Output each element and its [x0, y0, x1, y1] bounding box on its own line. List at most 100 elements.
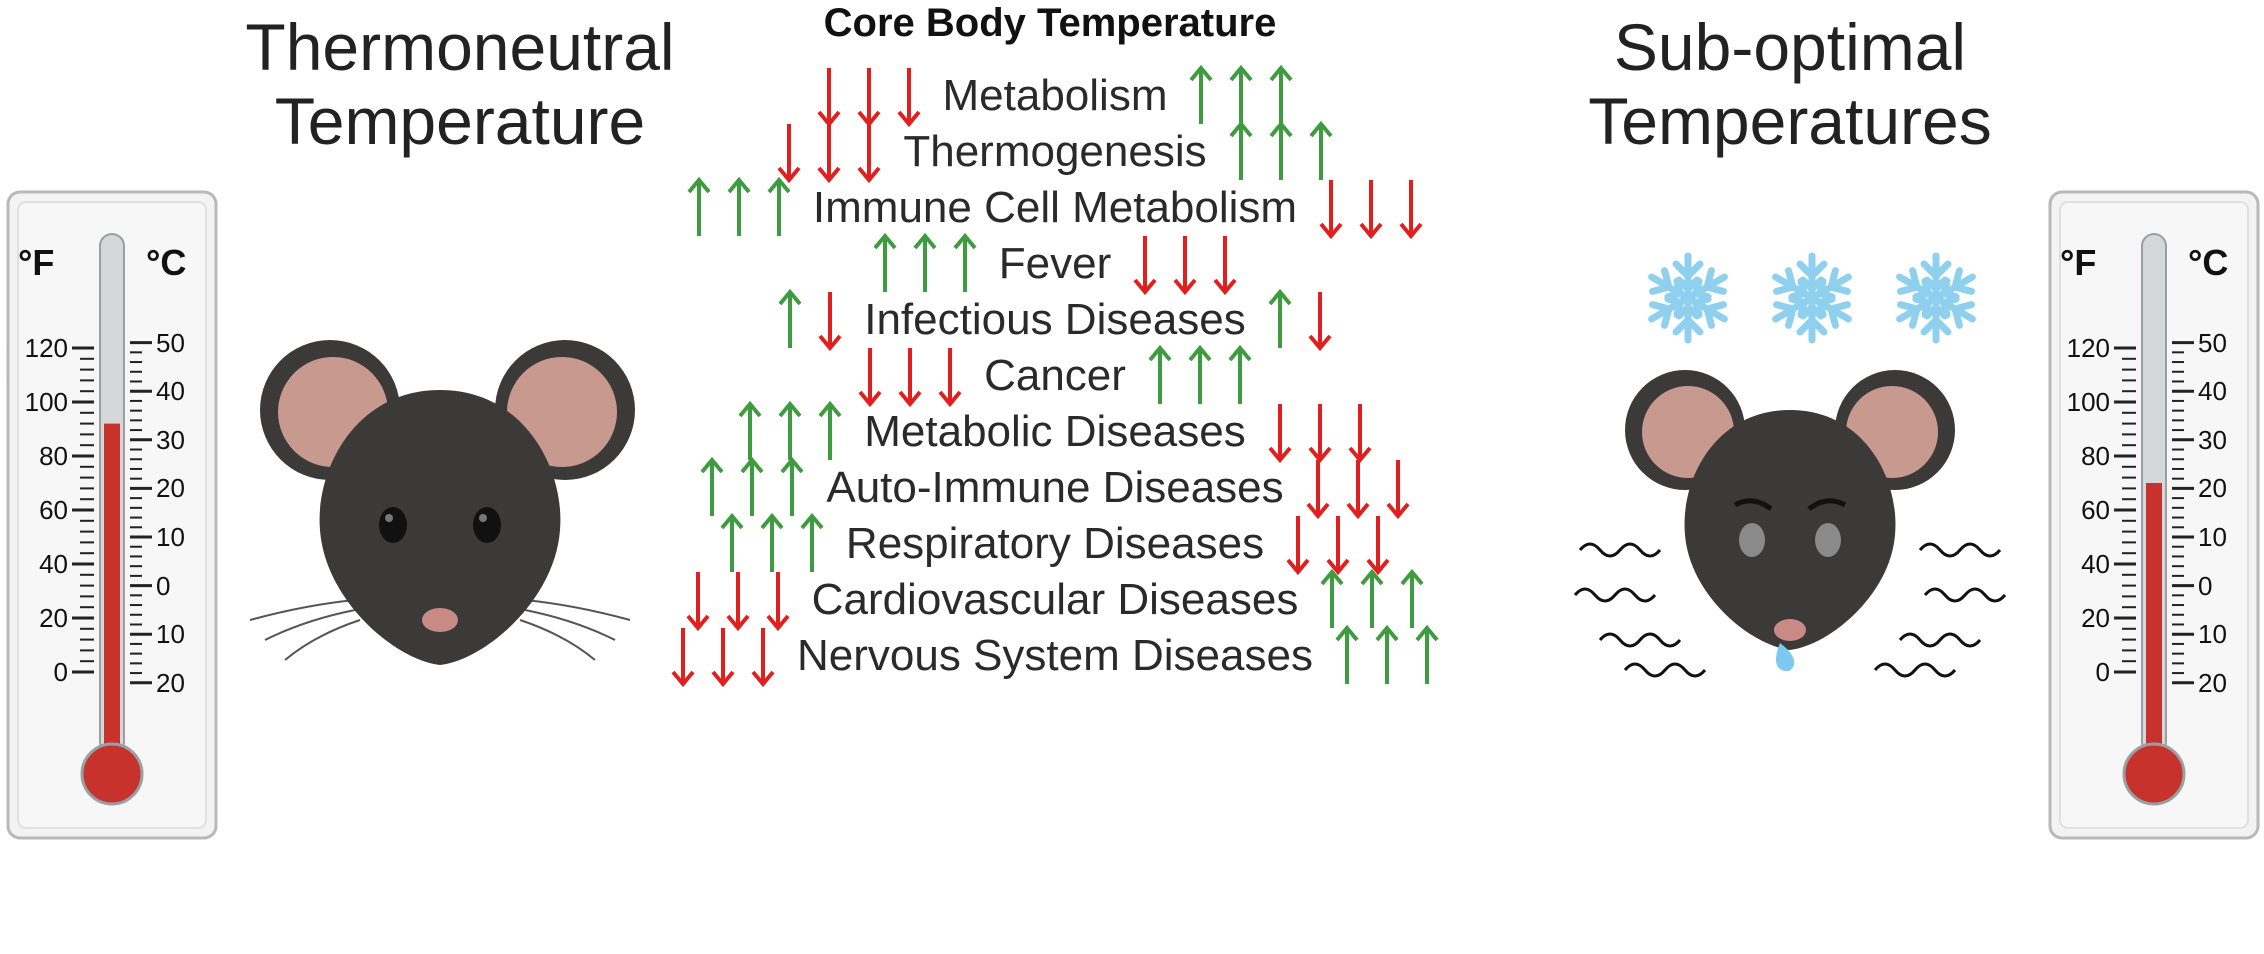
- celsius-tick-label: 10: [2198, 619, 2227, 650]
- arrow-up-icon: [760, 512, 784, 572]
- arrow-group-right: [1311, 176, 1431, 240]
- comparison-row: Auto-Immune Diseases: [640, 450, 1470, 526]
- row-label: Immune Cell Metabolism: [812, 183, 1298, 232]
- arrow-up-icon: [1228, 344, 1252, 404]
- celsius-tick-label: 10: [156, 619, 185, 650]
- arrow-up-icon: [1269, 120, 1293, 180]
- arrow-up-icon: [800, 512, 824, 572]
- right-title-line-1: Sub-optimal: [1613, 10, 1967, 84]
- arrow-group-left: [663, 624, 783, 688]
- fahrenheit-tick-label: 0: [2095, 657, 2110, 687]
- celsius-tick-label: 20: [156, 667, 185, 698]
- arrow-up-icon: [767, 176, 791, 236]
- arrow-down-icon: [751, 628, 775, 688]
- arrow-up-icon: [1189, 64, 1214, 124]
- arrow-down-icon: [896, 68, 921, 128]
- arrow-up-icon: [1188, 344, 1212, 404]
- thermometer-right: °F °C 120 100 80 60 40 20 0 50 40 30 20 10 0 10 20: [2048, 190, 2260, 840]
- arrow-down-icon: [711, 628, 735, 688]
- fahrenheit-tick-label: 40: [2081, 549, 2110, 579]
- arrow-up-icon: [1335, 624, 1359, 684]
- fahrenheit-tick-label: 80: [2081, 441, 2110, 471]
- arrow-group-left: [865, 232, 985, 296]
- mouse-eye-left: [379, 507, 407, 543]
- row-label: Cancer: [984, 351, 1126, 400]
- arrow-group-left: [692, 456, 812, 520]
- arrow-down-icon: [1213, 236, 1237, 296]
- comparison-row: Cardiovascular Diseases: [640, 562, 1470, 638]
- arrow-up-icon: [818, 400, 842, 460]
- arrow-group-left: [712, 512, 832, 576]
- fahrenheit-tick-label: 60: [2081, 495, 2110, 525]
- comparison-row: Respiratory Diseases: [640, 506, 1470, 582]
- right-title-line-2: Temperatures: [1588, 84, 1992, 158]
- left-title: Thermoneutral Temperature: [220, 10, 700, 158]
- row-label: Infectious Diseases: [864, 295, 1246, 344]
- left-title-line-1: Thermoneutral: [245, 10, 675, 84]
- arrow-group-right: [1140, 344, 1260, 408]
- arrow-down-icon: [818, 292, 842, 352]
- arrow-down-icon: [1173, 236, 1197, 296]
- arrow-up-icon: [913, 232, 937, 292]
- celsius-tick-label: 30: [156, 424, 185, 455]
- unit-celsius: °C: [2188, 242, 2229, 283]
- celsius-tick-label: 0: [2198, 570, 2213, 601]
- celsius-tick-label: 50: [156, 327, 185, 358]
- row-label: Cardiovascular Diseases: [811, 575, 1299, 624]
- arrow-down-icon: [938, 348, 962, 408]
- arrow-down-icon: [1133, 236, 1157, 296]
- mouse-eye-right: [473, 507, 501, 543]
- center-header: Core Body Temperature: [823, 1, 1277, 45]
- arrow-group-right: [1327, 624, 1447, 688]
- comparison-row: Fever: [640, 226, 1470, 302]
- arrow-up-icon: [1320, 568, 1344, 628]
- row-label: Fever: [998, 239, 1112, 288]
- arrow-group-left: [678, 568, 798, 632]
- arrow-down-icon: [1268, 404, 1292, 464]
- row-label: Metabolic Diseases: [864, 407, 1246, 456]
- thermometer-icon: [6, 190, 218, 840]
- celsius-tick-label: 30: [2198, 424, 2227, 455]
- drip-icon: [1776, 643, 1795, 672]
- arrow-down-icon: [1286, 516, 1310, 576]
- row-label: Thermogenesis: [903, 127, 1207, 176]
- celsius-tick-label: 20: [2198, 667, 2227, 698]
- comparison-row: Infectious Diseases: [640, 282, 1470, 358]
- comparison-row: Nervous System Diseases: [640, 618, 1470, 694]
- arrow-group-right: [1181, 64, 1301, 128]
- arrow-down-icon: [1399, 180, 1423, 240]
- celsius-tick-label: 10: [2198, 522, 2227, 552]
- arrow-up-icon: [720, 512, 744, 572]
- fahrenheit-tick-label: 100: [24, 387, 68, 417]
- thermometer-left: °F °C 120 100 80 60 40 20 0 50 40 30 20 10 0 10 20: [6, 190, 218, 840]
- arrow-down-icon: [726, 572, 750, 632]
- arrow-up-icon: [740, 456, 764, 516]
- mouse-whiskers-left: [249, 599, 631, 661]
- arrow-down-icon: [1359, 180, 1383, 240]
- arrow-up-icon: [1400, 568, 1424, 628]
- mouse-head: [319, 390, 561, 665]
- arrow-group-left: [679, 176, 799, 240]
- arrow-up-icon: [778, 288, 802, 348]
- arrow-down-icon: [898, 348, 922, 408]
- snowflake-icon: [1772, 252, 1852, 344]
- arrow-group-right: [1278, 512, 1398, 576]
- arrow-down-icon: [1308, 404, 1332, 464]
- arrow-up-icon: [780, 456, 804, 516]
- arrow-down-icon: [1366, 516, 1390, 576]
- fahrenheit-tick-label: 100: [2066, 387, 2110, 417]
- arrow-up-icon: [873, 232, 897, 292]
- arrow-down-icon: [1348, 404, 1372, 464]
- unit-fahrenheit: °F: [18, 242, 55, 283]
- arrow-up-icon: [1415, 624, 1439, 684]
- arrow-up-icon: [1229, 64, 1254, 124]
- arrow-group-right: [1260, 288, 1340, 352]
- celsius-tick-label: 0: [156, 570, 171, 601]
- arrow-group-left: [809, 64, 929, 128]
- celsius-tick-label: 10: [156, 522, 185, 552]
- arrow-down-icon: [858, 348, 882, 408]
- arrow-down-icon: [817, 124, 841, 184]
- arrow-down-icon: [777, 124, 801, 184]
- sad-mouse-icon: [1573, 370, 2007, 678]
